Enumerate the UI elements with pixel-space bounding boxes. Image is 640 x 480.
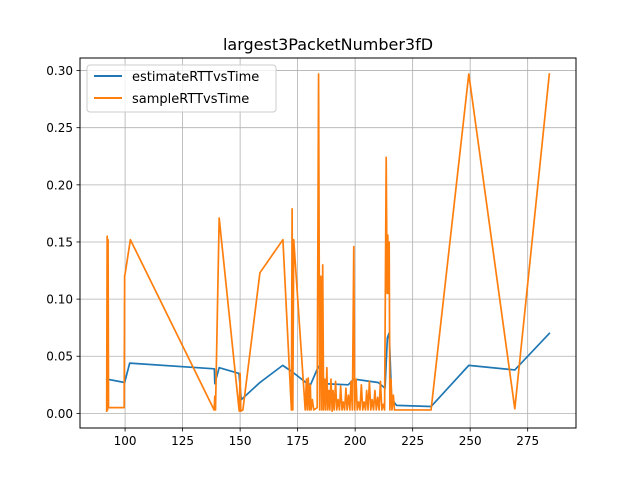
x-tick-label: 200 [344,434,367,448]
y-tick-label: 0.00 [46,407,73,421]
y-tick-label: 0.25 [46,121,73,135]
series-layer [105,73,551,412]
grid [80,58,576,428]
chart-title: largest3PacketNumber3fD [223,35,433,54]
y-tick-label: 0.30 [46,64,73,78]
y-tick-label: 0.20 [46,178,73,192]
legend: estimateRTTvsTime sampleRTTvsTime [86,64,277,113]
x-tick-label: 225 [401,434,424,448]
x-tick-label: 250 [459,434,482,448]
y-tick-label: 0.15 [46,235,73,249]
legend-box [86,64,277,113]
x-tick-label: 150 [229,434,252,448]
ticks: 100 125 150 175 200 225 250 275 0.00 0.05 0.10 0.15… [46,64,539,448]
legend-label-estimate: estimateRTTvsTime [132,70,259,85]
x-tick-label: 175 [286,434,309,448]
x-tick-label: 100 [114,434,137,448]
axes-frame [79,57,577,429]
x-tick-label: 275 [516,434,539,448]
series-line-sample-rtt [105,73,551,412]
legend-label-sample: sampleRTTvsTime [132,92,249,107]
y-tick-label: 0.05 [46,350,73,364]
x-tick-label: 125 [171,434,194,448]
y-tick-label: 0.10 [46,293,73,307]
